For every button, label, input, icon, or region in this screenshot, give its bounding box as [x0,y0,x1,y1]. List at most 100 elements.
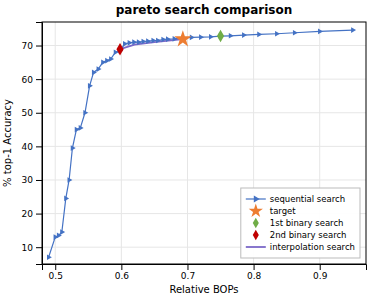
grid [42,22,366,264]
tick-label: 40 [22,142,34,152]
marker [275,31,280,37]
plot-area [47,27,356,260]
marker [79,125,84,131]
legend-label: sequential search [270,194,345,204]
series-line [49,30,353,257]
marker [242,32,247,38]
tick-label: 70 [22,41,34,51]
tick-label: 0.7 [181,271,195,281]
tick-label: 10 [22,243,34,253]
marker [199,34,204,40]
marker [161,37,166,43]
marker [217,30,224,42]
x-tick: 0.8 [247,264,262,281]
x-tick: 0.7 [181,264,195,281]
grid-line [121,22,122,264]
tick-label: 50 [22,108,34,118]
y-axis: 10 20 30 40 50 60 70 [22,23,43,265]
marker [209,34,214,40]
grid-line [42,112,366,113]
x-tick: 0.6 [115,264,130,281]
y-tick: 50 [22,108,42,118]
marker [156,38,161,44]
legend-item: 2nd binary search [253,230,347,240]
y-tick: 30 [22,175,42,185]
tick-mark [121,264,122,270]
y-tick: 40 [22,142,42,152]
grid-line [187,22,188,264]
tick-mark [187,264,188,270]
legend-label: 2nd binary search [270,230,347,240]
marker [146,38,151,44]
y-tick: 10 [22,243,42,253]
tick-mark [36,113,42,114]
y-axis-title: % top-1 Accuracy [2,99,13,187]
x-axis-title: Relative BOPs [169,284,238,295]
tick-mark [36,214,42,215]
marker [137,39,142,45]
legend-swatch [246,246,266,248]
grid-line [42,45,366,46]
marker [71,145,76,151]
legend-item: 1st binary search [253,218,344,228]
legend: sequential search target 1st binary search… [241,188,360,258]
marker [88,83,93,89]
x-tick: 0.5 [49,264,63,281]
marker [190,35,195,41]
tick-label: 0.5 [49,271,63,281]
tick-mark [36,46,42,47]
legend-item: target [249,204,297,218]
marker [293,30,298,36]
marker [128,40,133,46]
title: pareto search comparison [116,3,293,17]
marker [83,110,88,116]
legend-symbol [253,218,259,228]
marker [166,36,171,42]
tick-mark [36,79,42,80]
tick-label: 0.6 [115,271,130,281]
legend-box [241,188,360,258]
legend-symbol [253,230,259,240]
y-tick: 70 [22,41,42,51]
marker [132,39,137,45]
legend-item: sequential search [246,194,345,204]
legend-label: interpolation search [270,242,355,252]
marker [92,70,97,76]
y-tick: 60 [22,75,42,85]
grid-line [42,179,366,180]
marker [351,27,356,33]
tick-label: 30 [22,175,34,185]
x-tick: 0.9 [313,264,328,281]
marker [142,39,147,45]
tick-mark [254,264,255,270]
legend-symbol [249,204,263,218]
axis-line [36,23,43,265]
marker [229,33,234,39]
legend-symbol [254,196,260,203]
plot-frame [42,22,366,264]
tick-mark [36,180,42,181]
marker [64,196,69,202]
tick-label: 20 [22,209,34,219]
tick-label: 0.9 [313,271,328,281]
marker [97,66,102,72]
grid-line [42,146,366,147]
marker [47,254,52,260]
x-axis: 0.5 0.6 0.7 0.8 0.9 [43,264,367,281]
marker [116,43,123,55]
legend-label: target [270,206,297,216]
marker [60,229,65,235]
marker [109,56,114,62]
legend-label: 1st binary search [270,218,344,228]
axis-line [43,265,367,271]
marker [257,32,262,38]
tick-label: 0.8 [247,271,262,281]
marker [174,30,191,46]
tick-mark [36,146,42,147]
legend-item: interpolation search [246,242,355,252]
marker [123,41,128,47]
tick-mark [55,264,56,270]
tick-mark [36,247,42,248]
tick-label: 60 [22,75,34,85]
tick-mark [320,264,321,270]
